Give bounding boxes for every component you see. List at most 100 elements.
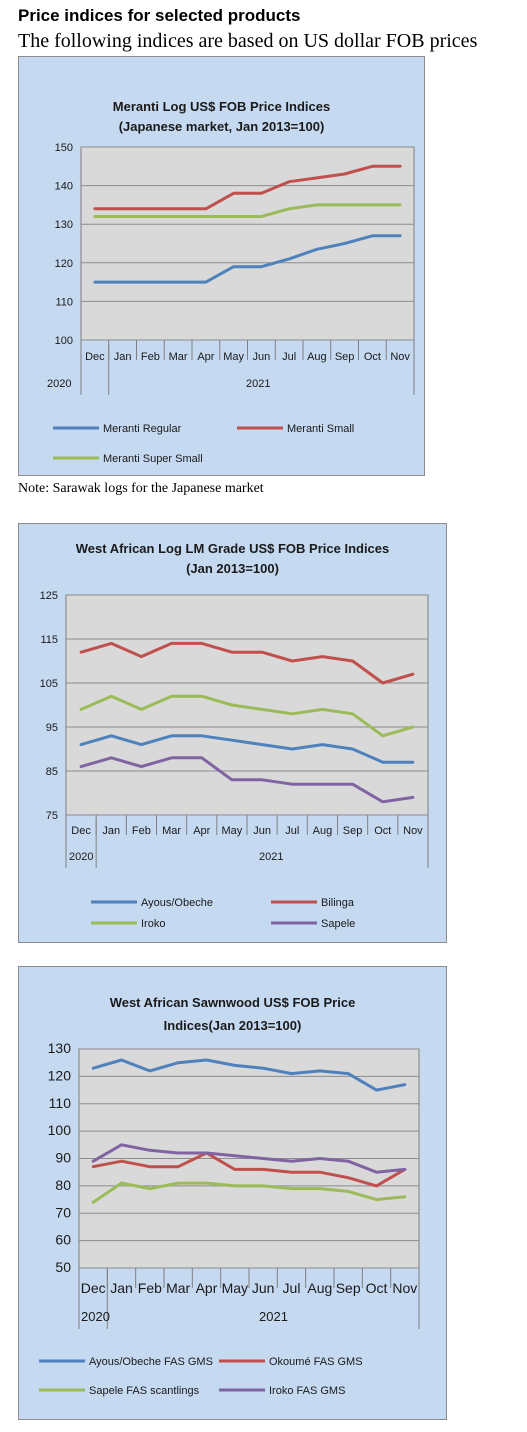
series-line-ayous-obeche-fas-gms	[91, 1058, 407, 1092]
x-tick-label: Dec	[85, 351, 105, 363]
series-line-meranti-regular	[93, 234, 402, 284]
x-tick-label: Feb	[138, 1280, 162, 1296]
y-tick-label: 80	[55, 1177, 71, 1193]
x-tick-label: Jan	[114, 351, 132, 363]
y-tick-label: 120	[55, 258, 73, 270]
series-line-sapele-fas-scantlings	[91, 1181, 407, 1204]
x-tick-label: Jul	[283, 1280, 301, 1296]
x-tick-label: Feb	[141, 351, 160, 363]
x-tick-label: Dec	[71, 825, 91, 837]
legend-label-meranti-regular: Meranti Regular	[103, 423, 182, 435]
y-tick-label: 100	[55, 335, 73, 347]
y-tick-label: 130	[55, 219, 73, 231]
x-tick-label: Nov	[403, 825, 423, 837]
x-tick-label: Nov	[390, 351, 410, 363]
y-tick-label: 60	[55, 1232, 71, 1248]
chart-title: Indices(Jan 2013=100)	[164, 1018, 302, 1033]
meranti-log-price-chart: Meranti Log US$ FOB Price Indices (Japane…	[47, 99, 415, 465]
series-line-bilinga	[79, 641, 415, 685]
y-tick-label: 115	[40, 634, 58, 646]
plot-area	[80, 146, 415, 341]
y-tick-label: 90	[55, 1150, 71, 1166]
year-label: 2020	[47, 378, 71, 390]
x-tick-label: Jun	[252, 1280, 275, 1296]
x-tick-label: Sep	[335, 351, 355, 363]
legend-label-ayous-obeche: Ayous/Obeche	[141, 897, 213, 909]
chart-title: (Jan 2013=100)	[186, 561, 279, 576]
x-tick-label: Aug	[307, 351, 327, 363]
series-line-ayous-obeche	[79, 734, 415, 764]
page-subheading: The following indices are based on US do…	[18, 30, 478, 52]
year-label: 2021	[259, 1309, 288, 1324]
series-line-meranti-small	[93, 164, 402, 211]
y-tick-label: 150	[55, 142, 73, 154]
series-line-iroko-fas-gms	[91, 1143, 407, 1174]
legend-label-bilinga: Bilinga	[321, 897, 355, 909]
chart-title: Meranti Log US$ FOB Price Indices	[113, 99, 330, 114]
x-tick-label: May	[222, 1280, 248, 1296]
x-tick-label: Feb	[132, 825, 151, 837]
y-tick-label: 75	[46, 810, 58, 822]
legend-label-meranti-small: Meranti Small	[287, 423, 354, 435]
legend-label-sapele-fas-scantlings: Sapele FAS scantlings	[89, 1385, 200, 1397]
x-tick-label: Jan	[110, 1280, 133, 1296]
y-tick-label: 125	[40, 590, 58, 602]
plot-area	[65, 594, 429, 816]
y-tick-label: 50	[55, 1259, 71, 1275]
y-tick-label: 110	[49, 1095, 72, 1111]
x-tick-label: Jul	[285, 825, 299, 837]
west-african-sawnwood-chart-panel: West African Sawnwood US$ FOB Price Indic…	[18, 966, 447, 1420]
y-tick-label: 130	[48, 1040, 72, 1056]
legend-label-iroko-fas-gms: Iroko FAS GMS	[269, 1385, 345, 1397]
x-tick-label: May	[223, 351, 244, 363]
y-tick-label: 70	[55, 1204, 71, 1220]
x-tick-label: Oct	[366, 1280, 388, 1296]
series-line-okoum-fas-gms	[91, 1151, 407, 1188]
west-african-log-chart-panel: West African Log LM Grade US$ FOB Price …	[18, 523, 447, 943]
y-tick-label: 105	[40, 678, 58, 690]
x-tick-label: Apr	[197, 351, 214, 363]
series-line-iroko	[79, 694, 415, 738]
y-tick-label: 110	[55, 296, 73, 308]
legend-label-ayous-obeche-fas-gms: Ayous/Obeche FAS GMS	[89, 1356, 213, 1368]
chart-title: (Japanese market, Jan 2013=100)	[119, 119, 325, 134]
x-tick-label: Oct	[364, 351, 381, 363]
x-tick-label: Sep	[336, 1280, 361, 1296]
x-tick-label: Jul	[282, 351, 296, 363]
x-tick-label: Oct	[374, 825, 391, 837]
x-tick-label: May	[222, 825, 243, 837]
x-tick-label: Jun	[253, 825, 271, 837]
legend-label-iroko: Iroko	[141, 918, 165, 930]
x-tick-label: Dec	[81, 1280, 106, 1296]
series-line-sapele	[79, 756, 415, 804]
page-heading: Price indices for selected products	[18, 6, 301, 25]
y-tick-label: 100	[48, 1122, 72, 1138]
x-tick-label: Mar	[169, 351, 188, 363]
x-tick-label: Mar	[166, 1280, 190, 1296]
y-tick-label: 140	[55, 181, 73, 193]
x-tick-label: Aug	[307, 1280, 332, 1296]
chart-note: Note: Sarawak logs for the Japanese mark…	[18, 481, 264, 496]
series-line-meranti-super-small	[93, 203, 402, 218]
year-label: 2021	[246, 378, 270, 390]
x-tick-label: Sep	[343, 825, 363, 837]
y-tick-label: 95	[46, 722, 58, 734]
meranti-chart-panel: Meranti Log US$ FOB Price Indices (Japane…	[18, 56, 425, 476]
chart-title: West African Sawnwood US$ FOB Price	[110, 995, 356, 1010]
legend-label-meranti-super-small: Meranti Super Small	[103, 453, 203, 465]
x-tick-label: Apr	[193, 825, 210, 837]
year-label: 2021	[259, 851, 283, 863]
chart-title: West African Log LM Grade US$ FOB Price …	[76, 541, 390, 556]
x-tick-label: Apr	[196, 1280, 218, 1296]
year-label: 2020	[81, 1309, 110, 1324]
west-african-sawnwood-price-chart: West African Sawnwood US$ FOB Price Indic…	[39, 995, 420, 1397]
x-tick-label: Jan	[102, 825, 120, 837]
legend-label-sapele: Sapele	[321, 918, 355, 930]
x-tick-label: Mar	[162, 825, 181, 837]
y-tick-label: 120	[48, 1067, 72, 1083]
x-tick-label: Jun	[253, 351, 271, 363]
west-african-log-price-chart: West African Log LM Grade US$ FOB Price …	[40, 541, 429, 930]
x-tick-label: Aug	[313, 825, 333, 837]
legend-label-okoum-fas-gms: Okoumé FAS GMS	[269, 1356, 363, 1368]
year-label: 2020	[69, 851, 93, 863]
